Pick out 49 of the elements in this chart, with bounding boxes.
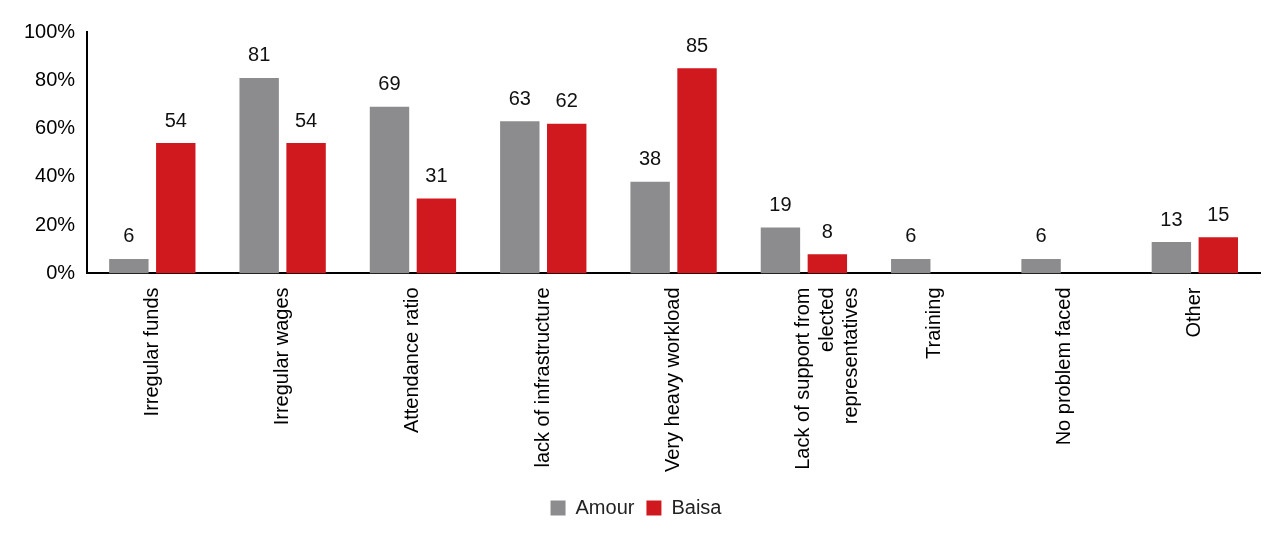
x-tick-label: Irregular funds	[139, 287, 162, 417]
data-label: 62	[555, 89, 578, 112]
bar	[1021, 258, 1061, 274]
data-label: 54	[294, 108, 318, 131]
bar	[547, 123, 587, 274]
data-label: 63	[508, 86, 531, 109]
data-label: 54	[164, 108, 187, 131]
x-tick-label: No problem faced	[1052, 287, 1075, 446]
legend-label: Baisa	[671, 495, 723, 518]
x-tick-label: lack of infrastructure	[530, 287, 553, 468]
data-label: 15	[1207, 202, 1230, 225]
bar	[760, 227, 801, 274]
bar	[1151, 242, 1192, 274]
data-label: 81	[248, 43, 271, 66]
legend-label: Amour	[575, 495, 635, 518]
y-tick-label: 20%	[35, 212, 76, 235]
data-label: 6	[123, 224, 135, 247]
data-label: 6	[905, 224, 917, 247]
bar	[891, 258, 931, 274]
data-label: 8	[821, 219, 833, 242]
x-tick-label: Irregular wages	[270, 287, 293, 426]
data-label: 19	[769, 193, 792, 216]
bar	[239, 77, 279, 274]
bar	[416, 198, 457, 274]
bar	[500, 121, 540, 274]
y-tick-label: 100%	[24, 19, 76, 42]
bar	[369, 106, 410, 274]
bar	[109, 258, 149, 274]
y-tick-label: 80%	[35, 67, 76, 90]
x-tick-label: Very heavy workload	[661, 287, 684, 473]
bar	[1198, 237, 1238, 274]
data-label: 85	[685, 33, 709, 56]
y-tick-label: 0%	[46, 260, 76, 283]
bar	[286, 143, 326, 274]
bar	[677, 68, 717, 274]
bar	[630, 181, 670, 274]
x-tick-label: Other	[1182, 287, 1205, 338]
y-tick-label: 40%	[35, 164, 76, 187]
y-tick-label: 60%	[35, 116, 76, 139]
x-tick-label: Attendance ratio	[400, 287, 423, 434]
data-label: 31	[425, 164, 448, 187]
data-label: 38	[638, 147, 662, 170]
x-tick-label: Training	[921, 287, 944, 359]
data-label: 69	[378, 72, 401, 95]
data-label: 13	[1160, 207, 1183, 230]
x-tick-label: Lack of support from elected representatives	[791, 287, 862, 470]
bar	[807, 254, 848, 274]
bar	[156, 143, 196, 274]
data-label: 6	[1035, 224, 1047, 247]
